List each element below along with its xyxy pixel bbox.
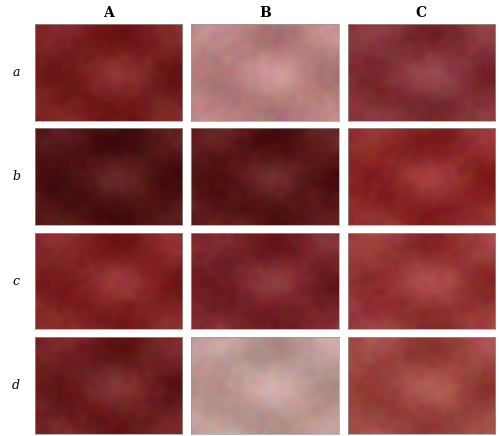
Text: B: B bbox=[259, 6, 271, 20]
Text: A: A bbox=[104, 6, 114, 20]
Text: b: b bbox=[12, 170, 20, 183]
Text: a: a bbox=[12, 66, 20, 79]
Text: C: C bbox=[416, 6, 427, 20]
Text: c: c bbox=[12, 275, 20, 288]
Text: d: d bbox=[12, 379, 20, 392]
